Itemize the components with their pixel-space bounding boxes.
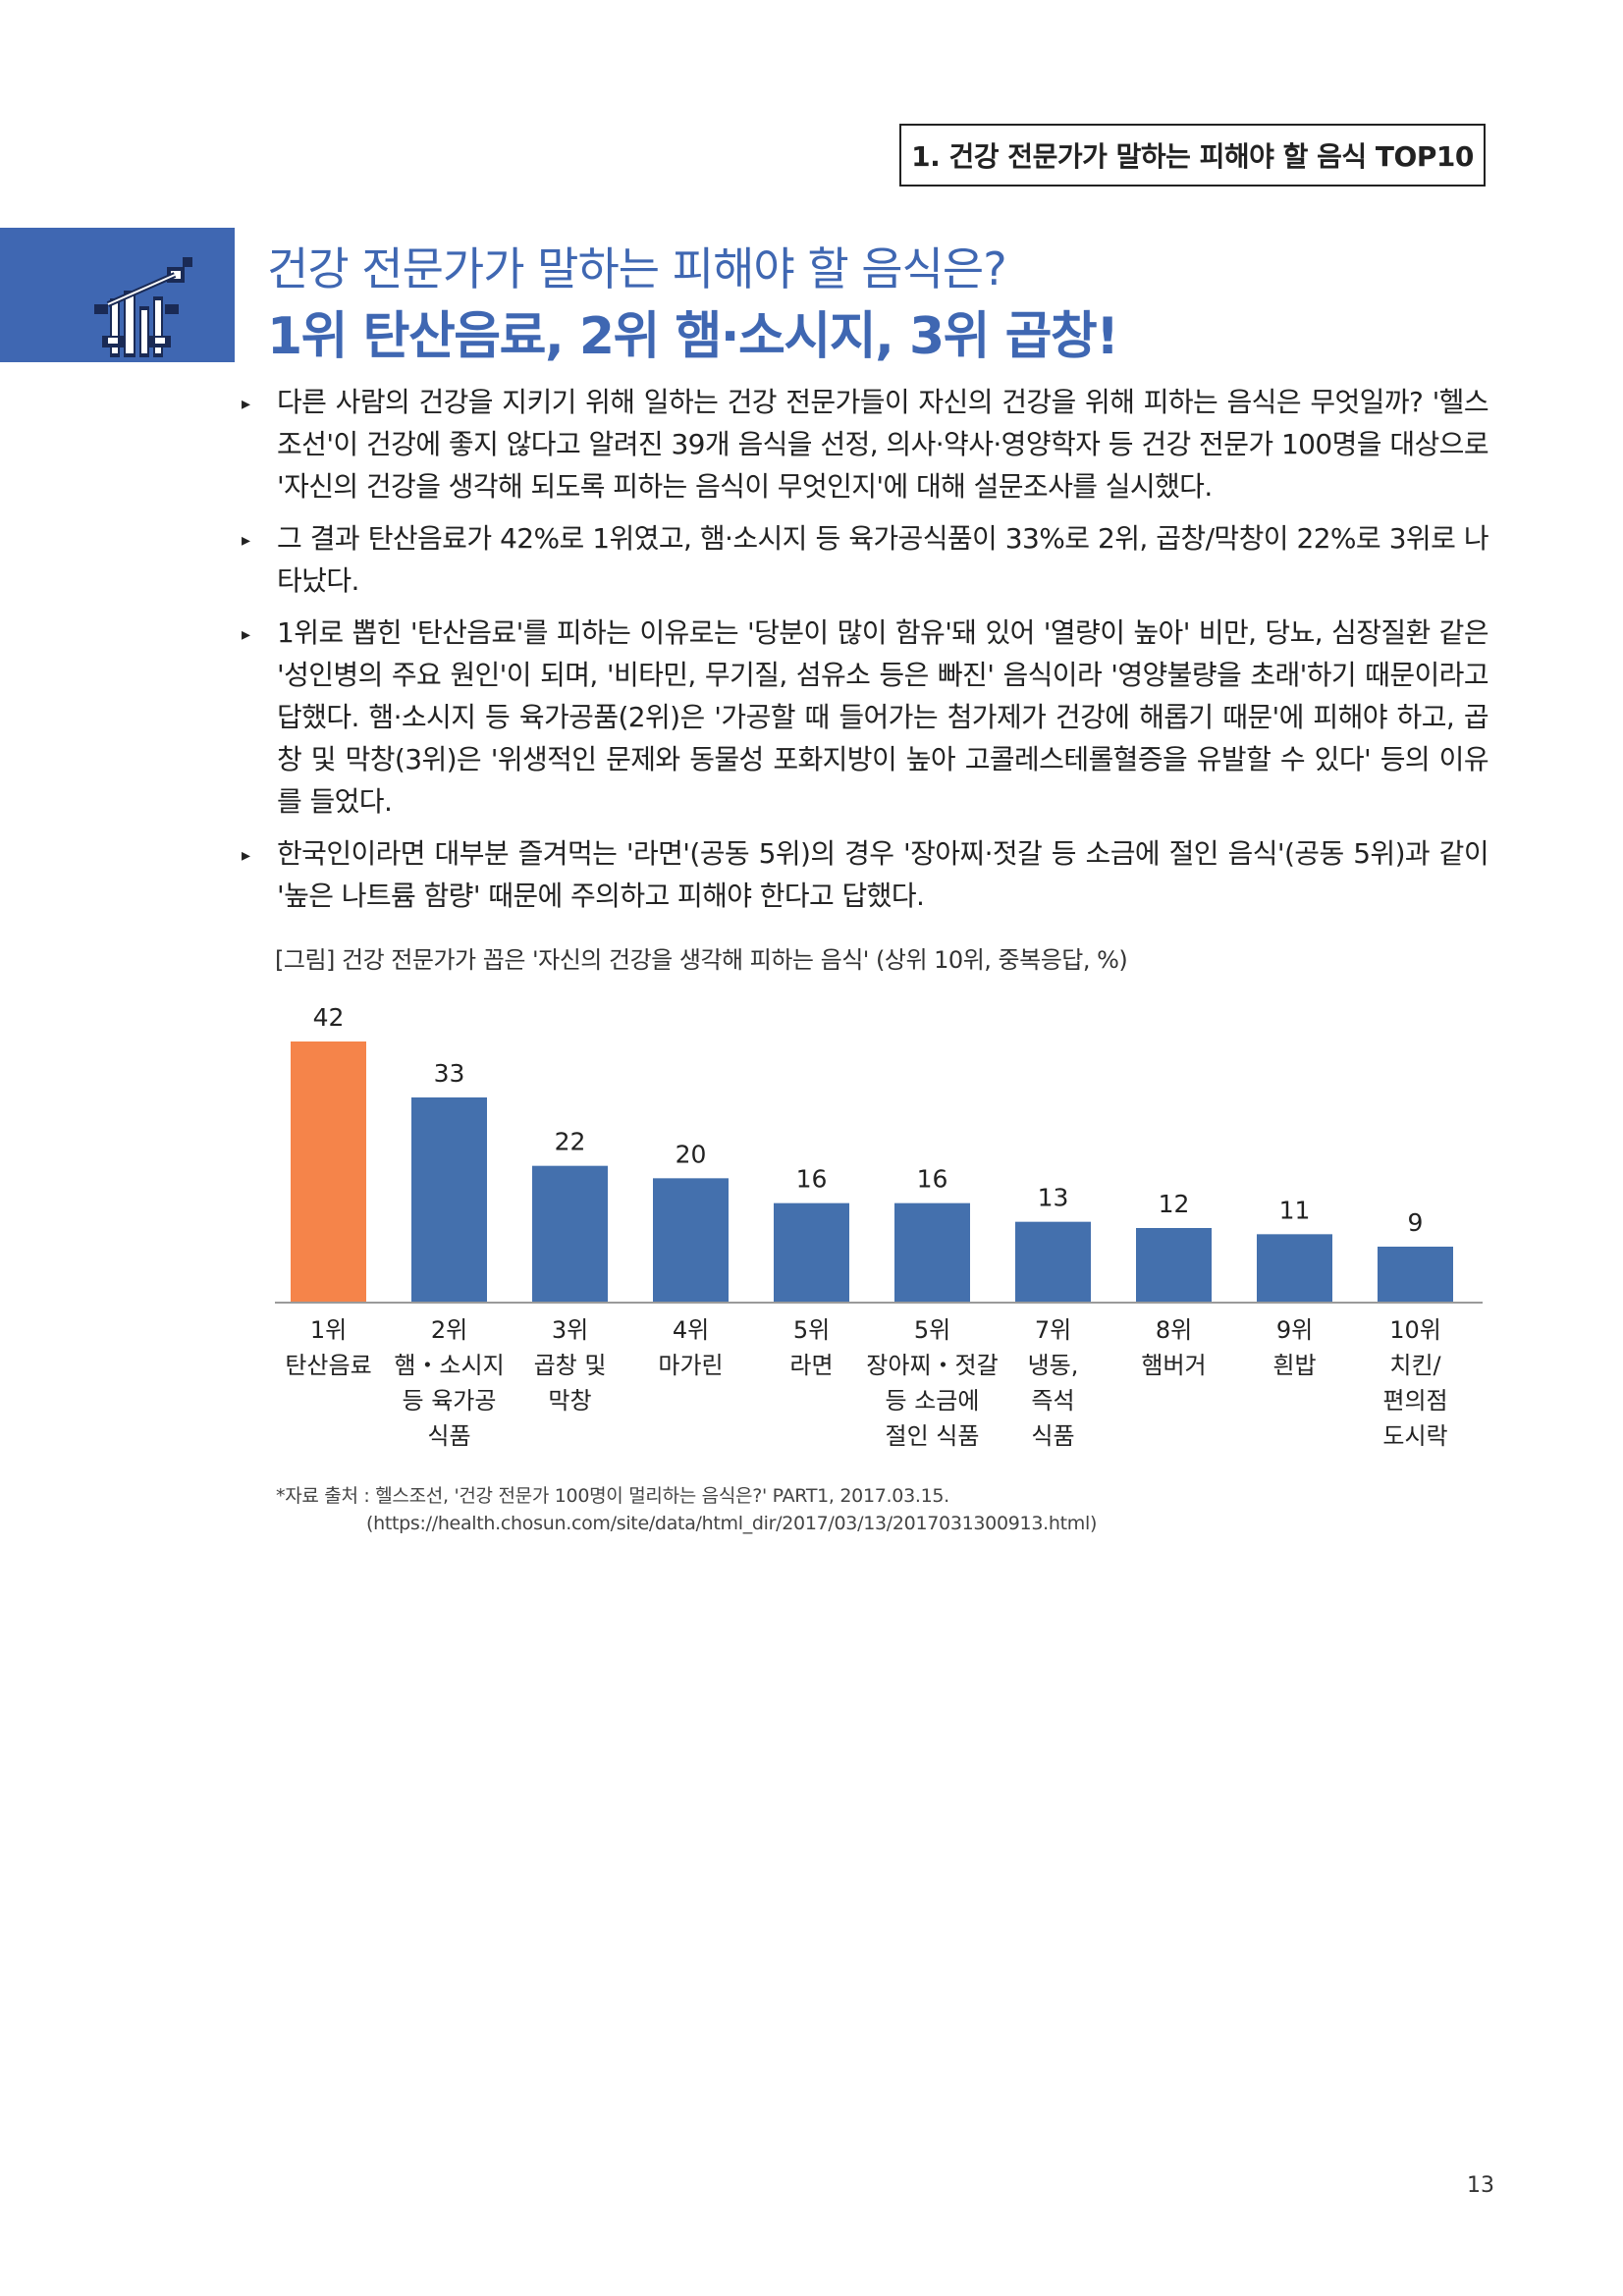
bar-value-label: 33 — [434, 1059, 465, 1088]
category-tick-label: 흰밥 — [1272, 1352, 1316, 1379]
category-tick-label: 4위 — [673, 1316, 709, 1344]
bar-8 — [1136, 1228, 1212, 1303]
bar-value-label: 16 — [796, 1165, 828, 1194]
triangle-bullet-icon: ▸ — [242, 845, 250, 866]
category-tick-label: 7위 — [1035, 1316, 1071, 1344]
title-illustration — [0, 228, 235, 362]
category-tick-label: 편의점 — [1382, 1387, 1447, 1415]
figure-caption: [그림] 건강 전문가가 꼽은 '자신의 건강을 생각해 피하는 음식' (상위… — [275, 946, 1128, 974]
category-tick-label: 햄・소시지 — [394, 1352, 504, 1379]
bar-value-label: 13 — [1038, 1184, 1069, 1212]
category-tick-label: 9위 — [1276, 1316, 1313, 1344]
bar-value-label: 12 — [1159, 1190, 1190, 1218]
section-header-label: 1. 건강 전문가가 말하는 피해야 할 음식 TOP10 — [911, 140, 1474, 173]
title-question: 건강 전문가가 말하는 피해야 할 음식은? — [267, 242, 1007, 295]
title-answer: 1위 탄산음료, 2위 햄·소시지, 3위 곱창! — [267, 307, 1119, 366]
triangle-bullet-icon: ▸ — [242, 624, 250, 645]
category-tick-label: 냉동, — [1028, 1352, 1079, 1379]
bar-10 — [1378, 1247, 1453, 1303]
bar-1 — [291, 1041, 366, 1303]
category-tick-label: 5위 — [793, 1316, 830, 1344]
paragraph-text: 다른 사람의 건강을 지키기 위해 일하는 건강 전문가들이 자신의 건강을 위… — [277, 386, 1489, 503]
category-tick-label: 등 육가공 — [403, 1387, 497, 1415]
bullet-paragraph: ▸ 다른 사람의 건강을 지키기 위해 일하는 건강 전문가들이 자신의 건강을… — [242, 381, 1489, 507]
triangle-bullet-icon: ▸ — [242, 394, 250, 414]
bar-7 — [1015, 1221, 1091, 1303]
page-number: 13 — [1467, 2173, 1494, 2198]
bar-3 — [532, 1165, 608, 1303]
source-note: *자료 출처 : 헬스조선, '건강 전문가 100명이 멀리하는 음식은?' … — [276, 1482, 1097, 1537]
bar-value-label: 9 — [1408, 1208, 1424, 1237]
category-tick-label: 절인 식품 — [886, 1422, 980, 1450]
bar-9 — [1257, 1234, 1332, 1303]
category-tick-label: 마가린 — [658, 1352, 723, 1379]
bar-2 — [411, 1097, 487, 1303]
paragraph-text: 한국인이라면 대부분 즐겨먹는 '라면'(공동 5위)의 경우 '장아찌·젓갈 … — [277, 837, 1489, 912]
category-tick-label: 치킨/ — [1389, 1352, 1441, 1379]
bar-value-label: 11 — [1279, 1196, 1311, 1224]
source-citation: *자료 출처 : 헬스조선, '건강 전문가 100명이 멀리하는 음식은?' … — [276, 1485, 949, 1507]
category-tick-label: 장아찌・젓갈 — [866, 1352, 998, 1379]
bar-value-label: 42 — [313, 1003, 345, 1032]
paragraph-text: 1위로 뽑힌 '탄산음료'를 피하는 이유로는 '당분이 많이 함유'돼 있어 … — [277, 616, 1489, 818]
paragraph-text: 그 결과 탄산음료가 42%로 1위였고, 햄·소시지 등 육가공식품이 33%… — [277, 522, 1489, 597]
source-url: (https://health.chosun.com/site/data/htm… — [366, 1513, 1098, 1534]
category-tick-label: 라면 — [789, 1352, 833, 1379]
bullet-paragraph: ▸ 1위로 뽑힌 '탄산음료'를 피하는 이유로는 '당분이 많이 함유'돼 있… — [242, 612, 1489, 823]
bullet-paragraph: ▸ 한국인이라면 대부분 즐겨먹는 '라면'(공동 5위)의 경우 '장아찌·젓… — [242, 832, 1489, 917]
category-tick-label: 햄버거 — [1141, 1352, 1206, 1379]
body-bullets: ▸ 다른 사람의 건강을 지키기 위해 일하는 건강 전문가들이 자신의 건강을… — [242, 381, 1489, 927]
bar-value-label: 22 — [555, 1128, 586, 1156]
pixel-chart-illustration — [0, 228, 235, 362]
category-tick-label: 5위 — [914, 1316, 950, 1344]
bar-value-label: 20 — [676, 1140, 707, 1168]
bar-4 — [653, 1178, 729, 1303]
category-tick-label: 10위 — [1389, 1316, 1441, 1344]
category-tick-label: 곱창 및 — [534, 1352, 607, 1379]
triangle-bullet-icon: ▸ — [242, 530, 250, 551]
bullet-paragraph: ▸ 그 결과 탄산음료가 42%로 1위였고, 햄·소시지 등 육가공식품이 3… — [242, 517, 1489, 602]
category-tick-label: 등 소금에 — [886, 1387, 980, 1415]
bar-5 — [774, 1202, 849, 1303]
section-header: 1. 건강 전문가가 말하는 피해야 할 음식 TOP10 — [899, 124, 1486, 187]
category-tick-label: 즉석 — [1031, 1387, 1074, 1415]
bar-6 — [894, 1202, 970, 1303]
category-tick-label: 8위 — [1156, 1316, 1192, 1344]
category-tick-label: 막창 — [548, 1387, 591, 1415]
category-tick-label: 도시락 — [1382, 1422, 1447, 1450]
category-tick-label: 식품 — [427, 1422, 470, 1450]
bar-value-label: 16 — [917, 1165, 948, 1194]
category-tick-label: 탄산음료 — [285, 1352, 371, 1379]
category-tick-label: 2위 — [431, 1316, 467, 1344]
category-tick-label: 1위 — [310, 1316, 347, 1344]
category-tick-label: 식품 — [1031, 1422, 1074, 1450]
category-tick-label: 3위 — [552, 1316, 588, 1344]
